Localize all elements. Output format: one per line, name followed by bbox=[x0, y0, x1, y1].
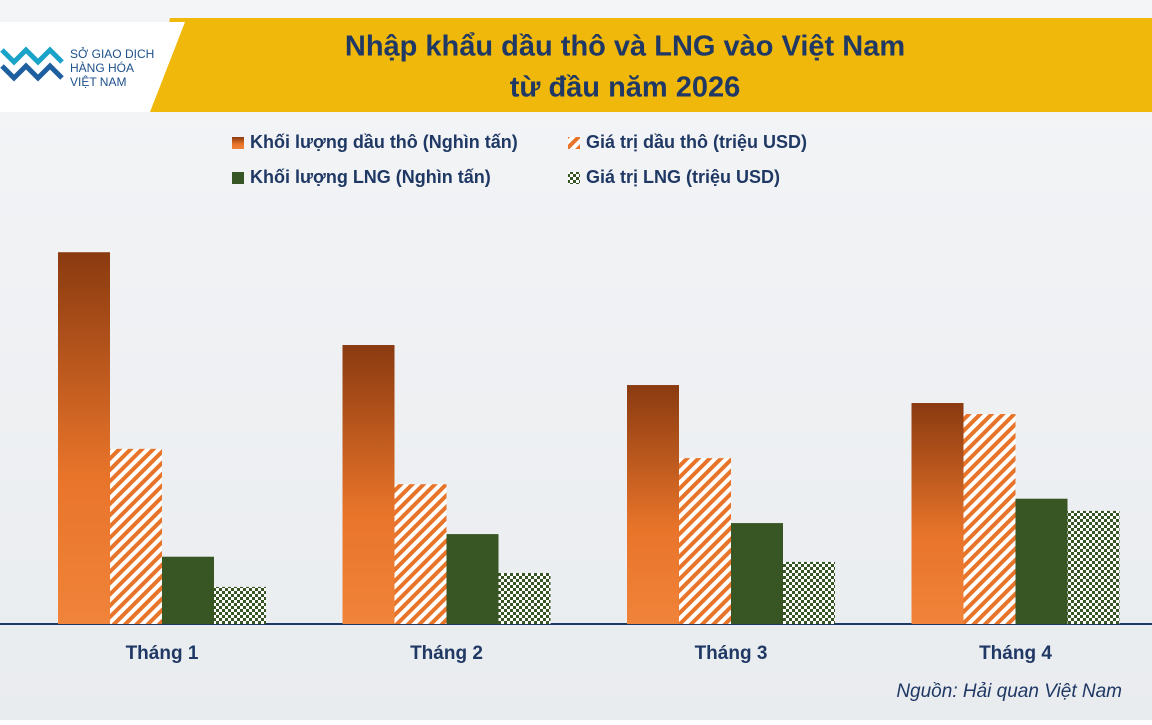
x-tick-label: Tháng 4 bbox=[979, 643, 1052, 664]
bar bbox=[963, 414, 1016, 624]
bar bbox=[214, 586, 266, 624]
bar bbox=[110, 448, 162, 624]
bar bbox=[679, 458, 731, 624]
header-band bbox=[150, 18, 1152, 112]
logo-text: SỞ GIAO DỊCH bbox=[70, 46, 154, 61]
logo-text: HÀNG HÓA bbox=[70, 60, 134, 75]
bar bbox=[783, 561, 835, 624]
bar bbox=[342, 345, 395, 624]
legend-swatch bbox=[568, 172, 580, 184]
x-tick-label: Tháng 2 bbox=[410, 643, 483, 664]
chart-title: Nhập khẩu dầu thô và LNG vào Việt Nam bbox=[345, 31, 905, 63]
x-tick-label: Tháng 3 bbox=[695, 643, 768, 664]
bar bbox=[394, 484, 447, 624]
bar bbox=[58, 252, 110, 624]
legend-swatch bbox=[232, 172, 244, 184]
bar bbox=[162, 556, 214, 624]
bar bbox=[731, 523, 783, 624]
legend-label: Khối lượng dầu thô (Nghìn tấn) bbox=[250, 132, 518, 152]
bar bbox=[911, 403, 964, 624]
bar bbox=[1015, 498, 1068, 624]
legend-label: Giá trị LNG (triệu USD) bbox=[586, 167, 780, 187]
logo-box bbox=[0, 22, 185, 112]
bar bbox=[498, 572, 551, 624]
bar bbox=[446, 534, 499, 624]
legend-label: Khối lượng LNG (Nghìn tấn) bbox=[250, 167, 491, 187]
x-tick-label: Tháng 1 bbox=[126, 643, 199, 664]
logo-mark bbox=[0, 46, 64, 82]
bar bbox=[627, 385, 679, 624]
bar bbox=[1067, 510, 1120, 624]
legend-swatch bbox=[232, 137, 244, 149]
legend-label: Giá trị dầu thô (triệu USD) bbox=[586, 132, 807, 152]
legend-swatch bbox=[568, 137, 580, 149]
chart-title: từ đầu năm 2026 bbox=[510, 72, 741, 104]
source-note: Nguồn: Hải quan Việt Nam bbox=[896, 681, 1122, 702]
logo-text: VIỆT NAM bbox=[70, 74, 126, 89]
